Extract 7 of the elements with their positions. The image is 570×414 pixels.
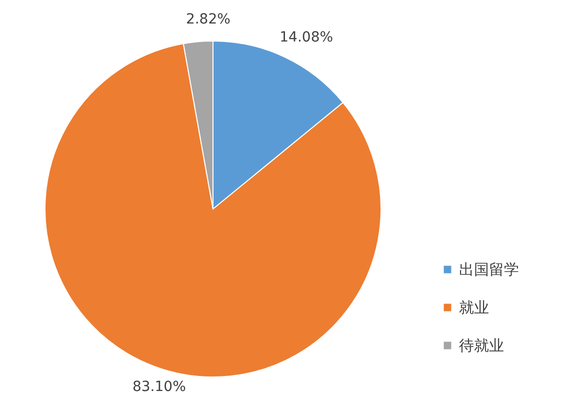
legend-label: 就业 bbox=[459, 298, 489, 316]
legend-label: 待就业 bbox=[459, 336, 504, 354]
data-label: 14.08% bbox=[280, 29, 334, 46]
legend-label: 出国留学 bbox=[459, 260, 519, 278]
data-label: 2.82% bbox=[186, 12, 230, 28]
data-label: 83.10% bbox=[132, 379, 186, 396]
pie-slice bbox=[44, 43, 382, 378]
